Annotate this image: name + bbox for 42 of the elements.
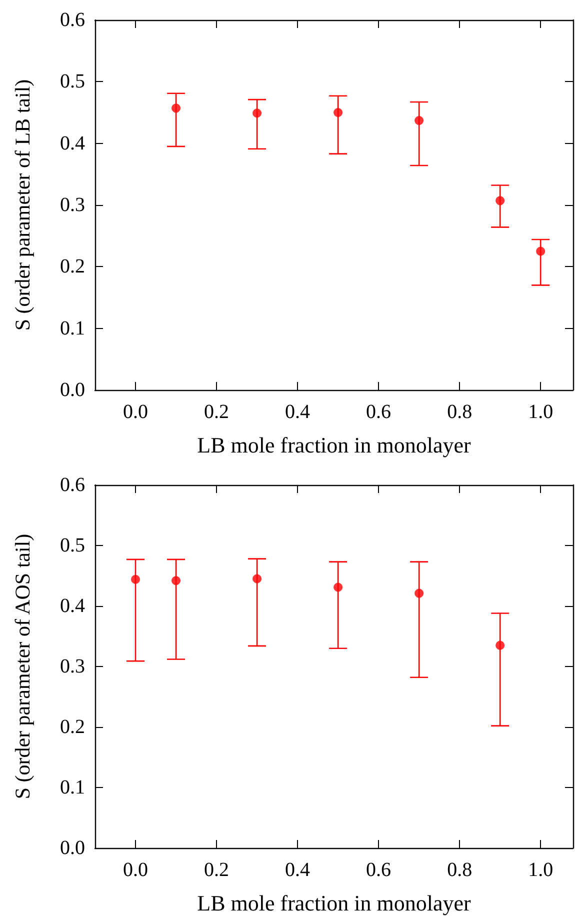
x-tick-label: 0.8 [447,859,472,881]
x-tick-label: 0.0 [123,401,148,423]
y-tick-label: 0.5 [60,70,85,93]
point [414,116,424,126]
x-tick-label: 0.8 [447,401,472,423]
y-tick-label: 0.2 [60,716,85,738]
y-tick-label: 0.3 [60,656,85,678]
point [496,640,505,650]
y-tick-label: 0.4 [60,132,85,154]
y-tick-label: 0.2 [60,256,85,278]
x-tick-label: 0.4 [285,859,310,881]
x-tick-label: 0.6 [366,859,392,881]
point [172,576,181,586]
y-tick-label: 0.4 [60,595,85,617]
y-tick-label: 0.1 [60,776,85,798]
y-tick-label: 0.1 [60,317,85,340]
point [496,196,505,206]
y-tick-label: 0.0 [60,379,85,401]
x-tick-label: 0.4 [285,401,310,423]
point [414,588,424,598]
x-axis-title: LB mole fraction in monolayer [197,432,472,458]
x-tick-label: 0.0 [123,859,148,881]
point [536,246,546,256]
y-tick-label: 0.6 [60,474,85,496]
x-axis-title: LB mole fraction in monolayer [197,890,472,916]
y-tick-label: 0.0 [60,837,85,859]
y-tick-label: 0.5 [60,534,85,556]
y-axis-title: S (order parameter of AOS tail) [10,534,34,800]
point [131,574,140,584]
y-tick-label: 0.6 [60,9,85,31]
point [172,104,181,113]
point [334,108,343,117]
x-tick-label: 0.2 [204,859,230,881]
y-tick-label: 0.3 [60,194,85,216]
point [252,574,262,584]
y-axis-title: S (order parameter of LB tail) [10,79,34,331]
x-tick-label: 0.2 [204,401,230,423]
x-tick-label: 1.0 [528,401,554,423]
point [334,582,343,592]
x-tick-label: 0.6 [366,401,392,423]
x-tick-label: 1.0 [528,859,554,881]
point [252,108,262,118]
